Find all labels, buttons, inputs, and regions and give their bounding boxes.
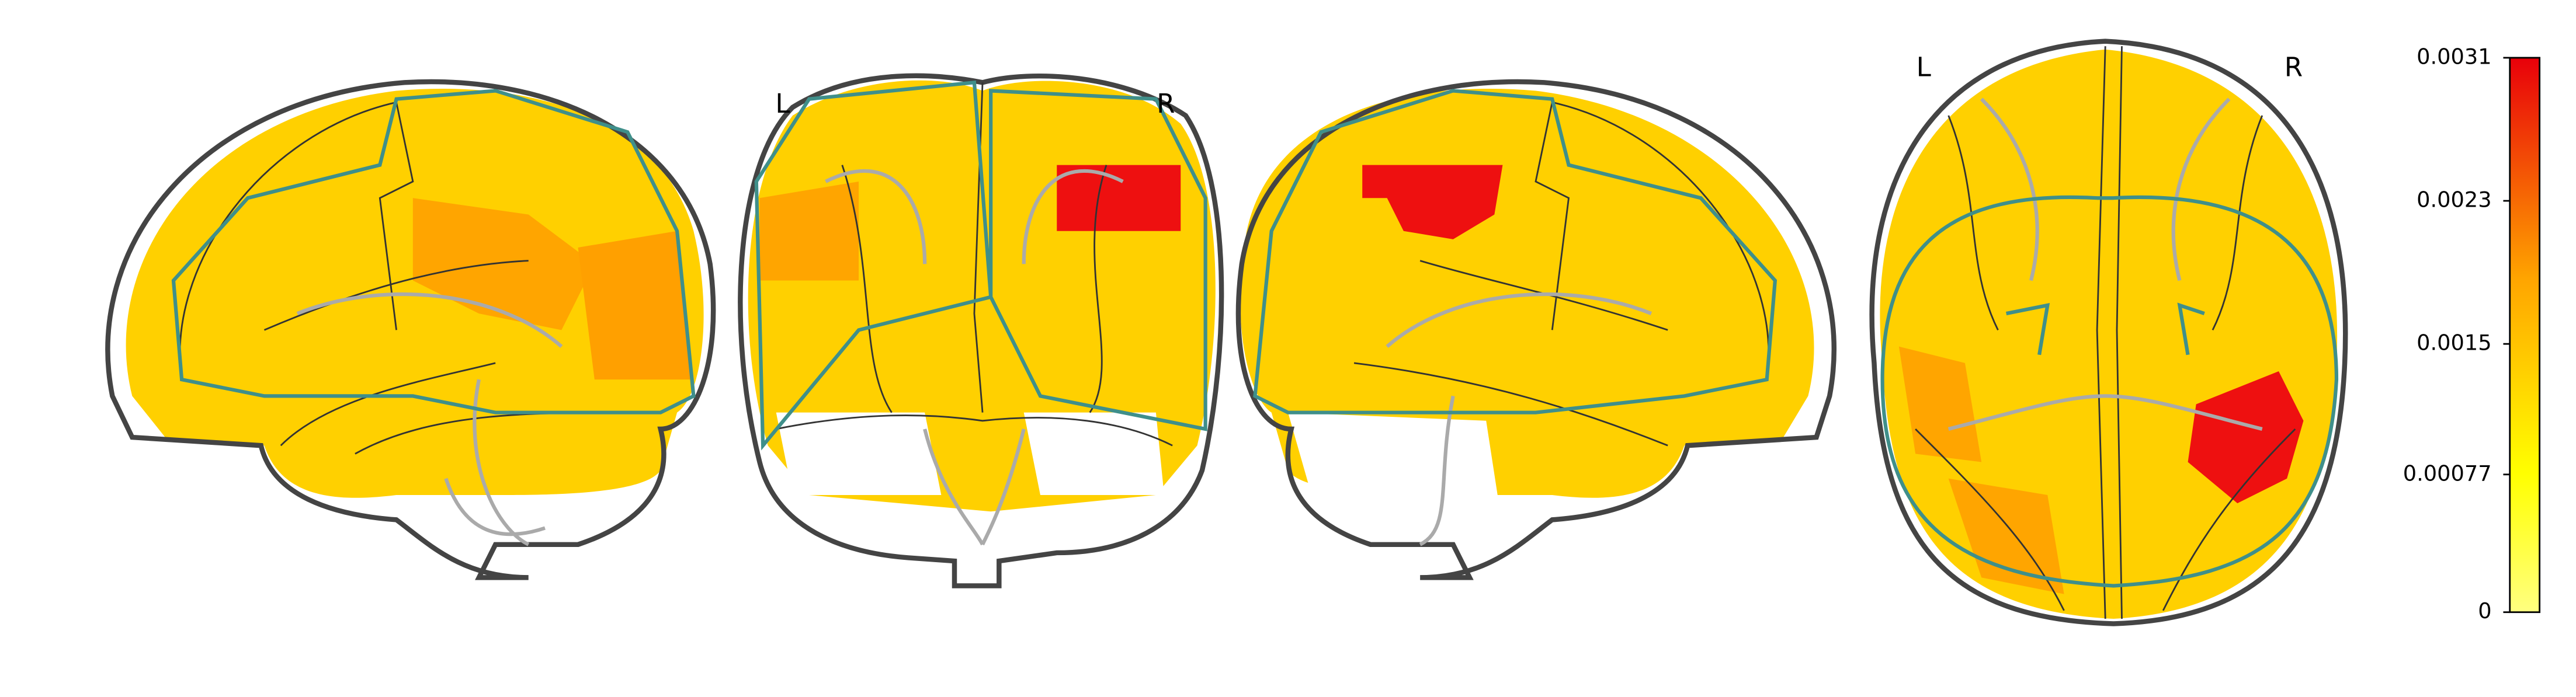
activation-blob <box>578 231 694 380</box>
cerebellum-area <box>1288 412 1503 528</box>
colorbar-tick-label: 0.0015 <box>2417 330 2492 356</box>
colorbar <box>2509 57 2541 614</box>
colorbar-tick-label: 0 <box>2478 598 2491 623</box>
brain-outline <box>1235 79 1836 580</box>
colorbar-tick-label: 0.0023 <box>2417 187 2492 212</box>
sulci <box>776 82 1173 447</box>
brain-outline <box>738 73 1224 588</box>
deep-structures <box>296 292 563 546</box>
orientation-label: R <box>1157 88 1175 119</box>
activation-area <box>1880 49 2338 619</box>
orientation-label: L <box>1917 52 1931 83</box>
region-contour <box>1880 195 2339 588</box>
brain-outline <box>1869 39 2348 626</box>
deep-structures <box>1386 292 1652 546</box>
deep-structures <box>825 169 1124 546</box>
axial-view <box>1869 39 2348 626</box>
brain-outline <box>105 79 716 580</box>
colorbar-tick-label: 0.0031 <box>2417 44 2492 69</box>
sulci <box>179 101 628 455</box>
sagittal-right-view <box>1235 79 1836 580</box>
sulci <box>1915 46 2296 619</box>
region-contour <box>1253 89 1777 414</box>
activation-blob <box>759 181 859 281</box>
activation-blob <box>2188 371 2304 504</box>
region-contour <box>171 89 696 414</box>
activation-blob <box>412 198 595 330</box>
sagittal-left-view <box>105 79 716 580</box>
region-contour <box>754 80 1207 451</box>
deep-structures <box>1947 97 2263 431</box>
activation-blob <box>1898 346 2064 594</box>
colorbar-tick-label: 0.00077 <box>2403 461 2492 486</box>
orientation-label: L <box>775 88 790 119</box>
cerebellum-area <box>776 412 1164 496</box>
activation-blob <box>1057 165 1181 231</box>
activation-blob <box>1362 165 1503 239</box>
orientation-label: R <box>2285 52 2303 83</box>
sulci <box>1353 101 1770 447</box>
coronal-view <box>738 73 1224 588</box>
